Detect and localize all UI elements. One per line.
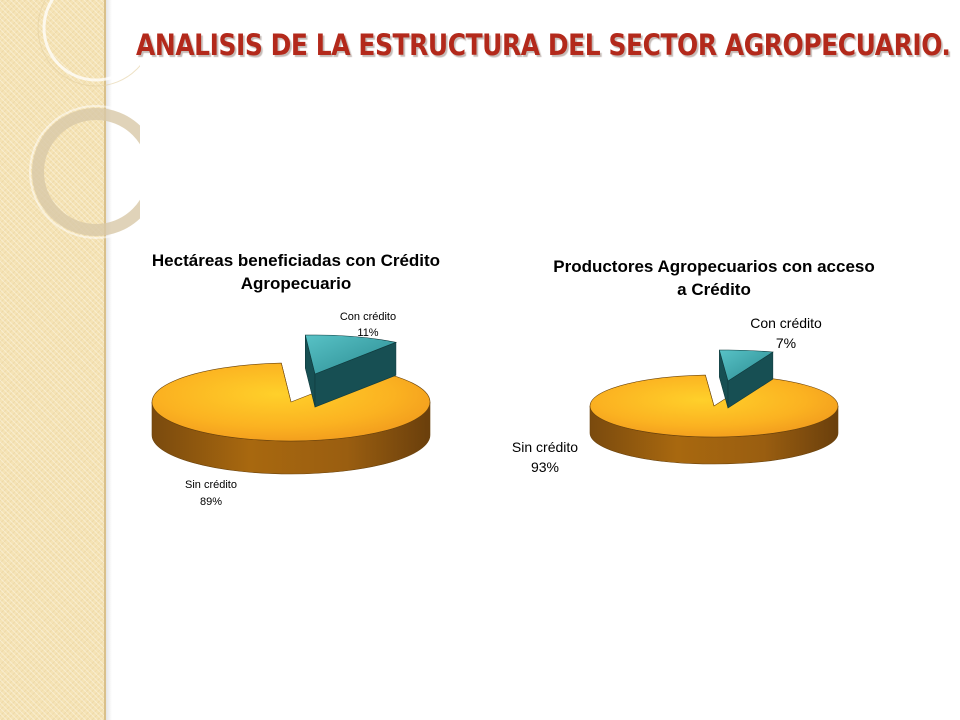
slice-value-con-credito: 7%: [776, 335, 796, 351]
pie-chart-hectareas: Hectáreas beneficiadas con Crédito Agrop…: [151, 251, 440, 508]
chart-title-line-1: Productores Agropecuarios con acceso: [553, 257, 875, 276]
chart-title-line-1: Hectáreas beneficiadas con Crédito: [152, 251, 440, 270]
pie-slice-con-credito-top: [718, 349, 774, 382]
slice-label-con-credito: Con crédito: [750, 315, 822, 331]
side-band-shadow: [106, 0, 112, 720]
slice-label-sin-credito: Sin crédito: [512, 439, 578, 455]
decorative-circles: [29, 0, 140, 239]
chart-title-line-2: Agropecuario: [241, 274, 352, 293]
side-band-edge: [104, 0, 106, 720]
slice-value-sin-credito: 89%: [200, 496, 222, 508]
pie-chart-productores: Productores Agropecuarios con acceso a C…: [512, 257, 875, 475]
slice-label-sin-credito: Sin crédito: [185, 479, 237, 491]
slide-title: ANALISIS DE LA ESTRUCTURA DEL SECTOR AGR…: [136, 28, 951, 62]
chart-title-line-2: a Crédito: [677, 280, 751, 299]
slice-label-con-credito: Con crédito: [340, 311, 396, 323]
pie-slice-sin-credito-top: [589, 374, 839, 438]
slice-value-con-credito: 11%: [357, 327, 378, 339]
slice-value-sin-credito: 93%: [531, 459, 559, 475]
pie-slice-con-credito-top: [304, 334, 397, 375]
